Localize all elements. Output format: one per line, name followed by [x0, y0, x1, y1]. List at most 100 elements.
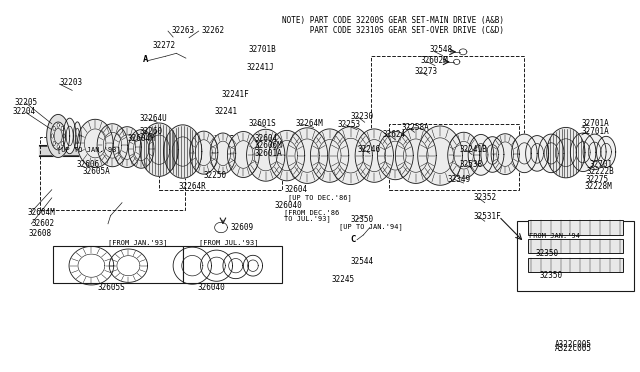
Text: 32258A: 32258A — [402, 123, 429, 132]
Polygon shape — [57, 145, 60, 149]
Bar — [371, 56, 524, 166]
Polygon shape — [129, 130, 154, 168]
Polygon shape — [189, 131, 218, 174]
Polygon shape — [418, 126, 463, 185]
Text: 32241J: 32241J — [246, 63, 275, 72]
Polygon shape — [210, 133, 236, 174]
Polygon shape — [355, 129, 394, 182]
Text: 32275: 32275 — [586, 175, 609, 184]
Bar — [389, 124, 519, 190]
Polygon shape — [69, 246, 114, 285]
Text: 32260: 32260 — [140, 126, 163, 136]
Text: NOTE) PART CODE 32200S GEAR SET-MAIN DRIVE (A&B): NOTE) PART CODE 32200S GEAR SET-MAIN DRI… — [282, 16, 504, 25]
Polygon shape — [140, 123, 178, 176]
Polygon shape — [53, 141, 55, 146]
Text: 32262: 32262 — [202, 26, 225, 35]
Text: 32350: 32350 — [536, 249, 559, 258]
Bar — [182, 246, 282, 283]
Bar — [40, 137, 184, 210]
Text: 32544: 32544 — [351, 257, 374, 266]
Bar — [516, 221, 634, 291]
Text: 32604: 32604 — [284, 185, 307, 194]
Text: PART CODE 32310S GEAR SET-OVER DRIVE (C&D): PART CODE 32310S GEAR SET-OVER DRIVE (C&… — [282, 26, 504, 35]
Polygon shape — [63, 134, 65, 138]
Text: [FROM JUL.'93]: [FROM JUL.'93] — [198, 239, 258, 246]
Text: 326040: 326040 — [197, 283, 225, 292]
Polygon shape — [538, 134, 564, 173]
Text: 32605S: 32605S — [98, 283, 125, 292]
Text: 32230: 32230 — [351, 112, 374, 121]
Text: 32205: 32205 — [15, 98, 38, 107]
Polygon shape — [511, 134, 537, 173]
Text: 32245: 32245 — [332, 275, 355, 284]
Polygon shape — [51, 134, 54, 138]
Text: 32349: 32349 — [448, 175, 471, 184]
Bar — [527, 258, 623, 272]
Text: 32538: 32538 — [460, 160, 483, 169]
Polygon shape — [491, 134, 519, 174]
Polygon shape — [468, 135, 493, 175]
Text: 32604: 32604 — [255, 134, 278, 143]
Text: C: C — [351, 235, 356, 244]
Polygon shape — [164, 125, 202, 178]
Text: 32602: 32602 — [31, 219, 54, 228]
Text: 32350: 32350 — [351, 215, 374, 224]
Polygon shape — [173, 247, 211, 284]
Text: 32701A: 32701A — [582, 119, 609, 128]
Text: 32601A: 32601A — [255, 149, 283, 158]
Text: [UP TO DEC.'86]: [UP TO DEC.'86] — [288, 195, 352, 201]
Text: 32264R: 32264R — [178, 182, 206, 191]
Polygon shape — [396, 128, 436, 183]
Polygon shape — [596, 137, 616, 167]
Polygon shape — [269, 131, 305, 181]
Polygon shape — [310, 129, 349, 182]
Text: A: A — [143, 55, 148, 64]
Polygon shape — [109, 249, 148, 282]
Text: 32253: 32253 — [338, 121, 361, 129]
Polygon shape — [53, 126, 55, 131]
Text: 32263: 32263 — [172, 26, 195, 35]
Text: 32601S: 32601S — [248, 119, 276, 128]
Text: 32264U: 32264U — [140, 114, 168, 123]
Polygon shape — [329, 127, 372, 185]
Text: 32609: 32609 — [230, 223, 253, 232]
Text: 32548: 32548 — [430, 45, 453, 54]
Text: [UP TO JAN.'93]: [UP TO JAN.'93] — [57, 146, 121, 153]
Bar — [527, 239, 623, 253]
Text: 32604M: 32604M — [127, 134, 155, 143]
Text: 32264M: 32264M — [296, 119, 323, 128]
Text: 32624: 32624 — [383, 130, 406, 140]
Text: 32606: 32606 — [76, 160, 99, 169]
Text: 32701A: 32701A — [582, 126, 609, 136]
Polygon shape — [97, 124, 128, 167]
Polygon shape — [61, 141, 63, 146]
Polygon shape — [583, 134, 606, 170]
Polygon shape — [113, 127, 141, 167]
Text: 32701B: 32701B — [248, 45, 276, 54]
Text: A322C005: A322C005 — [555, 344, 592, 353]
Text: FROM JAN.'94: FROM JAN.'94 — [529, 233, 580, 239]
Text: 32241: 32241 — [214, 108, 237, 116]
Polygon shape — [243, 255, 262, 276]
Text: 32246: 32246 — [357, 145, 380, 154]
Polygon shape — [223, 253, 248, 279]
Polygon shape — [525, 136, 548, 171]
Polygon shape — [47, 115, 70, 157]
Polygon shape — [63, 118, 76, 154]
Text: 32606M: 32606M — [255, 141, 283, 151]
Text: 32273: 32273 — [415, 67, 438, 76]
Text: 32272: 32272 — [153, 41, 176, 50]
Text: 32228M: 32228M — [584, 182, 612, 191]
Bar — [53, 246, 182, 283]
Polygon shape — [547, 128, 585, 178]
Text: 32604M: 32604M — [28, 208, 55, 217]
Polygon shape — [227, 132, 259, 177]
Polygon shape — [61, 126, 63, 131]
Text: 32204: 32204 — [12, 108, 35, 116]
Text: 32602M: 32602M — [421, 56, 449, 65]
Text: A322C005: A322C005 — [555, 340, 592, 349]
Text: 32241B: 32241B — [460, 145, 487, 154]
Text: 32350: 32350 — [540, 271, 563, 280]
Text: 32352: 32352 — [473, 193, 497, 202]
Polygon shape — [287, 128, 328, 183]
